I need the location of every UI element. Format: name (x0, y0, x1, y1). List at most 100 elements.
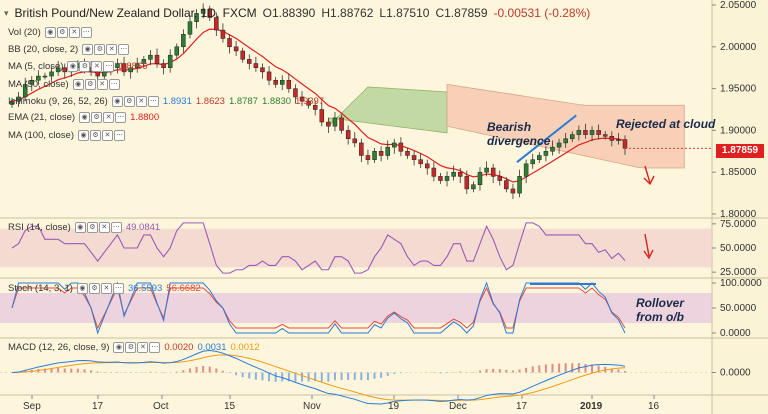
close-icon[interactable]: ✕ (137, 342, 149, 353)
indicator-controls[interactable]: ◉ ⚙ ✕ ⋯ (113, 342, 161, 353)
eye-icon[interactable]: ◉ (82, 44, 94, 55)
close-icon[interactable]: ✕ (103, 112, 115, 123)
ma5-label[interactable]: MA (5, close) ◉ ⚙ ✕ ⋯ 1.8866 (8, 61, 148, 72)
candle-body (200, 8, 206, 14)
candle-body (431, 167, 437, 177)
candle-body (339, 117, 344, 131)
settings-icon[interactable]: ⚙ (56, 27, 68, 38)
eye-icon[interactable]: ◉ (79, 112, 91, 123)
close-icon[interactable]: ✕ (91, 61, 103, 72)
stoch-label[interactable]: Stoch (14, 3, 1) ◉ ⚙ ✕ ⋯ 36.5593 56.6682 (8, 283, 201, 294)
more-icon[interactable]: ⋯ (112, 283, 124, 294)
close-icon[interactable]: ✕ (102, 130, 113, 141)
settings-icon[interactable]: ⚙ (91, 112, 103, 123)
indicator-controls[interactable]: ◉ ⚙ ✕ ⋯ (67, 61, 115, 72)
settings-icon[interactable]: ⚙ (94, 44, 106, 55)
ichimoku-label[interactable]: Ichimoku (9, 26, 52, 26) ◉ ⚙ ✕ ⋯ 1.8931 1.8… (8, 96, 324, 107)
symbol-title: British Pound/New Zealand Dollar, 1D, FX… (14, 6, 257, 20)
x-tick-label: 2019 (580, 401, 603, 412)
more-icon[interactable]: ⋯ (115, 112, 127, 123)
macd-label[interactable]: MACD (12, 26, close, 9) ◉ ⚙ ✕ ⋯ 0.0020 0.00… (8, 342, 260, 353)
settings-icon[interactable]: ⚙ (90, 130, 101, 141)
ma50-label-text: MA (50, close) (8, 79, 69, 90)
candle-body (266, 71, 272, 81)
x-tick-label: Sep (23, 401, 41, 412)
more-icon[interactable]: ⋯ (110, 222, 122, 233)
candle-body (174, 46, 180, 56)
more-icon[interactable]: ⋯ (103, 61, 115, 72)
eye-icon[interactable]: ◉ (74, 222, 86, 233)
ema21-label[interactable]: EMA (21, close) ◉ ⚙ ✕ ⋯ 1.8800 (8, 112, 159, 123)
bb-label-text: BB (20, close, 2) (8, 44, 79, 55)
more-icon[interactable]: ⋯ (114, 130, 125, 141)
ma50-label[interactable]: MA (50, close) ◉ ⚙ ✕ ⋯ (8, 79, 120, 90)
candle-body (102, 71, 107, 77)
bb-label[interactable]: BB (20, close, 2) ◉ ⚙ ✕ ⋯ (8, 44, 130, 55)
indicator-controls[interactable]: ◉ ⚙ ✕ ⋯ (78, 130, 125, 141)
close-icon[interactable]: ✕ (100, 283, 112, 294)
close-icon[interactable]: ✕ (106, 44, 118, 55)
candle-body (385, 146, 390, 156)
vol-label[interactable]: Vol (20) ◉ ⚙ ✕ ⋯ (8, 27, 92, 38)
ichimoku-value-2: 1.8623 (195, 96, 225, 107)
candle-body (194, 13, 199, 22)
candle-body (260, 67, 265, 73)
more-icon[interactable]: ⋯ (118, 44, 130, 55)
eye-icon[interactable]: ◉ (76, 283, 88, 294)
rollover-text: Rollover (636, 296, 685, 310)
eye-icon[interactable]: ◉ (78, 130, 89, 141)
candle-body (220, 29, 226, 39)
ma100-label[interactable]: MA (100, close) ◉ ⚙ ✕ ⋯ (8, 130, 125, 141)
indicator-controls[interactable]: ◉ ⚙ ✕ ⋯ (111, 96, 159, 107)
settings-icon[interactable]: ⚙ (79, 61, 91, 72)
eye-icon[interactable]: ◉ (72, 79, 84, 90)
indicator-controls[interactable]: ◉ ⚙ ✕ ⋯ (74, 222, 122, 233)
close-icon[interactable]: ✕ (98, 222, 110, 233)
more-icon[interactable]: ⋯ (147, 96, 159, 107)
candle-body (497, 176, 503, 181)
down-arrow-shaft (644, 165, 651, 184)
eye-icon[interactable]: ◉ (113, 342, 125, 353)
change-value: -0.00531 (-0.28%) (493, 6, 591, 20)
settings-icon[interactable]: ⚙ (125, 342, 137, 353)
collapse-icon[interactable]: ▾ (4, 7, 9, 18)
candle-body (392, 142, 397, 148)
indicator-controls[interactable]: ◉ ⚙ ✕ ⋯ (76, 283, 124, 294)
x-tick-label: 17 (516, 401, 528, 412)
candle-body (451, 171, 456, 177)
candle-body (602, 134, 608, 137)
x-tick-label: Dec (449, 401, 467, 412)
macd-value-2: 0.0031 (197, 342, 227, 353)
settings-icon[interactable]: ⚙ (84, 79, 96, 90)
eye-icon[interactable]: ◉ (111, 96, 123, 107)
indicator-controls[interactable]: ◉ ⚙ ✕ ⋯ (44, 27, 92, 38)
candle-body (372, 151, 377, 160)
close-icon[interactable]: ✕ (96, 79, 108, 90)
settings-icon[interactable]: ⚙ (123, 96, 135, 107)
divergence-trendline (516, 114, 577, 163)
eye-icon[interactable]: ◉ (67, 61, 79, 72)
close-icon[interactable]: ✕ (68, 27, 80, 38)
settings-icon[interactable]: ⚙ (88, 283, 100, 294)
indicator-controls[interactable]: ◉ ⚙ ✕ ⋯ (72, 79, 120, 90)
eye-icon[interactable]: ◉ (44, 27, 56, 38)
more-icon[interactable]: ⋯ (149, 342, 161, 353)
close-icon[interactable]: ✕ (135, 96, 147, 107)
candle-body (227, 38, 232, 48)
x-tick-label: 17 (92, 401, 104, 412)
rsi-label[interactable]: RSI (14, close) ◉ ⚙ ✕ ⋯ 49.0841 (8, 222, 160, 233)
candle-body (583, 130, 588, 135)
candle-body (570, 134, 575, 140)
candle-body (477, 171, 483, 185)
rsi-tick-label: 25.0000 (720, 267, 757, 278)
more-icon[interactable]: ⋯ (80, 27, 92, 38)
more-icon[interactable]: ⋯ (108, 79, 120, 90)
rsi-value: 49.0841 (125, 222, 161, 233)
candle-body (418, 159, 423, 165)
indicator-controls[interactable]: ◉ ⚙ ✕ ⋯ (79, 112, 127, 123)
stoch-band (0, 293, 712, 323)
candle-body (49, 71, 54, 77)
settings-icon[interactable]: ⚙ (86, 222, 98, 233)
indicator-controls[interactable]: ◉ ⚙ ✕ ⋯ (82, 44, 130, 55)
